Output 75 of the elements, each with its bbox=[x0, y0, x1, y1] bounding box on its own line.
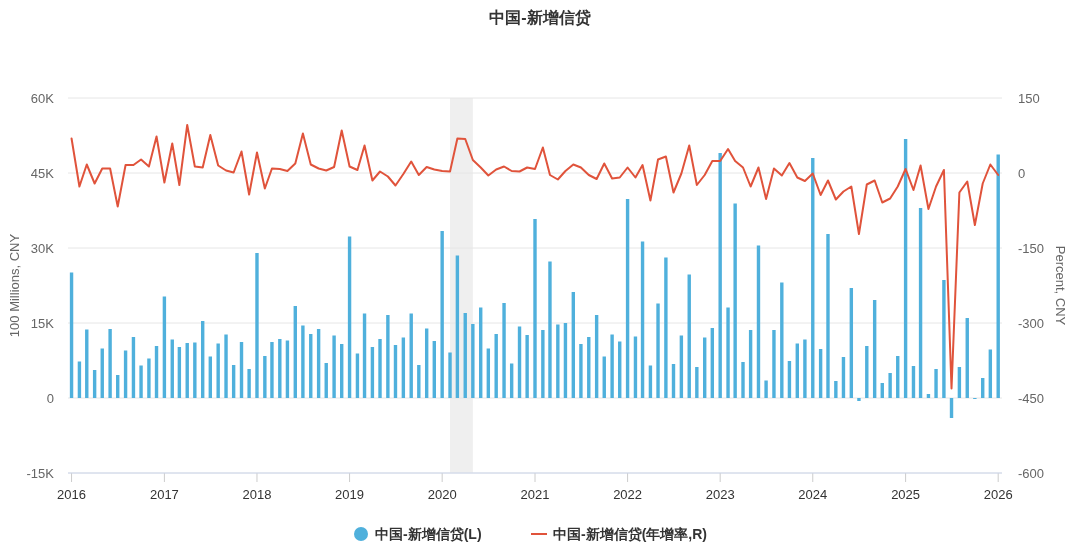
bar bbox=[494, 334, 498, 398]
bar bbox=[826, 234, 830, 398]
y-axis-title: 100 Millions, CNY bbox=[7, 233, 22, 338]
bar bbox=[139, 365, 143, 398]
y2-tick-label: -450 bbox=[1018, 391, 1045, 406]
bar bbox=[247, 369, 251, 398]
bar bbox=[216, 343, 220, 398]
line-series bbox=[70, 124, 1000, 390]
bar bbox=[378, 339, 382, 398]
bar bbox=[502, 303, 506, 398]
bar bbox=[417, 365, 421, 398]
bar bbox=[834, 381, 838, 398]
bar bbox=[772, 330, 776, 398]
y2-tick-label: 0 bbox=[1018, 166, 1026, 181]
bar bbox=[255, 253, 259, 398]
y2-tick-label: -150 bbox=[1018, 241, 1045, 256]
bar bbox=[193, 342, 197, 398]
bar bbox=[301, 325, 305, 398]
x-tick-label: 2025 bbox=[891, 487, 921, 502]
bar bbox=[764, 380, 768, 398]
bar bbox=[263, 356, 267, 398]
bar bbox=[332, 335, 336, 398]
bar bbox=[664, 257, 668, 398]
bar bbox=[556, 324, 560, 398]
bar bbox=[579, 344, 583, 398]
bar bbox=[942, 280, 946, 398]
bar bbox=[278, 339, 282, 398]
x-tick-label: 2021 bbox=[520, 487, 550, 502]
bar bbox=[147, 358, 151, 398]
bar bbox=[803, 339, 807, 398]
bar bbox=[695, 367, 699, 398]
y-tick-label: 0 bbox=[46, 391, 54, 406]
bar bbox=[610, 334, 614, 398]
x-tick-label: 2024 bbox=[798, 487, 828, 502]
y2-tick-label: -600 bbox=[1018, 466, 1045, 481]
bar bbox=[270, 342, 274, 398]
bar bbox=[718, 153, 722, 398]
bar bbox=[541, 330, 545, 398]
y2-axis-title: Percent, CNY bbox=[1053, 245, 1068, 326]
bar bbox=[726, 307, 730, 398]
bar bbox=[386, 315, 390, 398]
legend-label: 中国-新增信贷(L) bbox=[375, 526, 482, 542]
bar bbox=[448, 352, 452, 398]
bar bbox=[224, 334, 228, 398]
x-tick-label: 2026 bbox=[983, 487, 1013, 502]
bar bbox=[656, 303, 660, 398]
y-tick-label: 60K bbox=[30, 91, 55, 106]
bar bbox=[440, 231, 444, 398]
bar bbox=[733, 203, 737, 398]
x-tick-label: 2023 bbox=[705, 487, 735, 502]
y-tick-label: 30K bbox=[30, 241, 55, 256]
bar bbox=[471, 324, 475, 398]
y-tick-label: 15K bbox=[30, 316, 55, 331]
x-tick-label: 2017 bbox=[149, 487, 179, 502]
bar bbox=[741, 362, 745, 398]
y-tick-label: -15K bbox=[26, 466, 55, 481]
bar bbox=[533, 219, 537, 398]
bar bbox=[934, 369, 938, 398]
y2-tick-label: -300 bbox=[1018, 316, 1045, 331]
chart-title: 中国-新增信贷 bbox=[489, 9, 591, 27]
y2-tick-label: 150 bbox=[1018, 91, 1040, 106]
bar bbox=[996, 154, 1000, 398]
x-tick-label: 2018 bbox=[242, 487, 272, 502]
x-tick-label: 2022 bbox=[613, 487, 643, 502]
bar bbox=[548, 261, 552, 398]
bar bbox=[780, 282, 784, 398]
bar bbox=[525, 335, 529, 398]
x-tick-label: 2016 bbox=[57, 487, 87, 502]
y-tick-label: 45K bbox=[30, 166, 55, 181]
bar bbox=[888, 373, 892, 398]
x-tick-label: 2019 bbox=[335, 487, 365, 502]
legend-label: 中国-新增信贷(年增率,R) bbox=[553, 526, 707, 542]
x-tick-label: 2020 bbox=[427, 487, 457, 502]
bar bbox=[857, 398, 861, 401]
bar bbox=[108, 329, 112, 398]
